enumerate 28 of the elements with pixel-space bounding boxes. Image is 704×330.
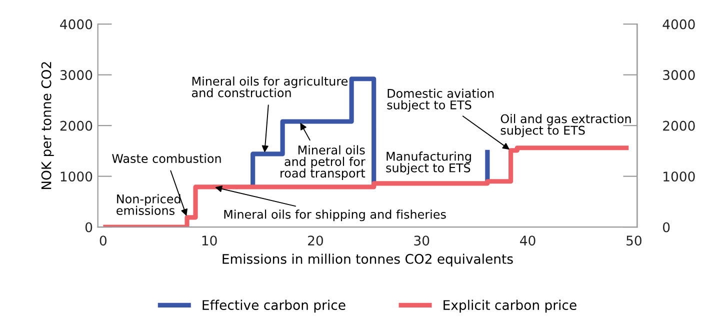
annotation: Waste combustion (112, 154, 221, 164)
x-tick-label: 50 (626, 236, 642, 246)
y2-tick-label: 3000 (663, 70, 695, 80)
annotation: Oil and gas extraction subject to ETS (500, 114, 631, 138)
y2-tick-label: 0 (662, 222, 670, 232)
y2-tick-label: 4000 (662, 19, 695, 30)
x-tick-label: 30 (414, 236, 430, 246)
y-axis-title: NOK per tonne CO2 (41, 62, 54, 190)
y2-tick-label: 2000 (663, 120, 695, 131)
x-tick-label: 0 (100, 236, 106, 246)
y2-tick-label: 1000 (664, 172, 695, 182)
y-tick-label: 4000 (60, 19, 92, 30)
y-tick-label: 3000 (60, 70, 92, 80)
legend-label: Explicit carbon price (444, 300, 576, 313)
legend-label: Effective carbon price (202, 300, 346, 313)
annotation: Mineral oils and petrol for road transport (280, 145, 366, 180)
x-tick-label: 20 (308, 236, 323, 246)
x-tick-label: 40 (520, 236, 536, 246)
x-tick-label: 10 (202, 236, 217, 246)
x-axis-title: Emissions in million tonnes CO2 equivalents (222, 254, 513, 266)
y-tick-label: 0 (85, 222, 92, 232)
annotation: Manufacturing subject to ETS (386, 152, 471, 175)
y-tick-label: 1000 (60, 172, 92, 182)
annotation: Domestic aviation subject to ETS (387, 88, 494, 112)
y-tick-label: 2000 (60, 120, 92, 131)
annotation: Non-priced emissions (116, 194, 180, 215)
annotation: Mineral oils for agriculture and construction (192, 76, 348, 98)
annotation: Mineral oils for shipping and fisheries (224, 210, 446, 222)
